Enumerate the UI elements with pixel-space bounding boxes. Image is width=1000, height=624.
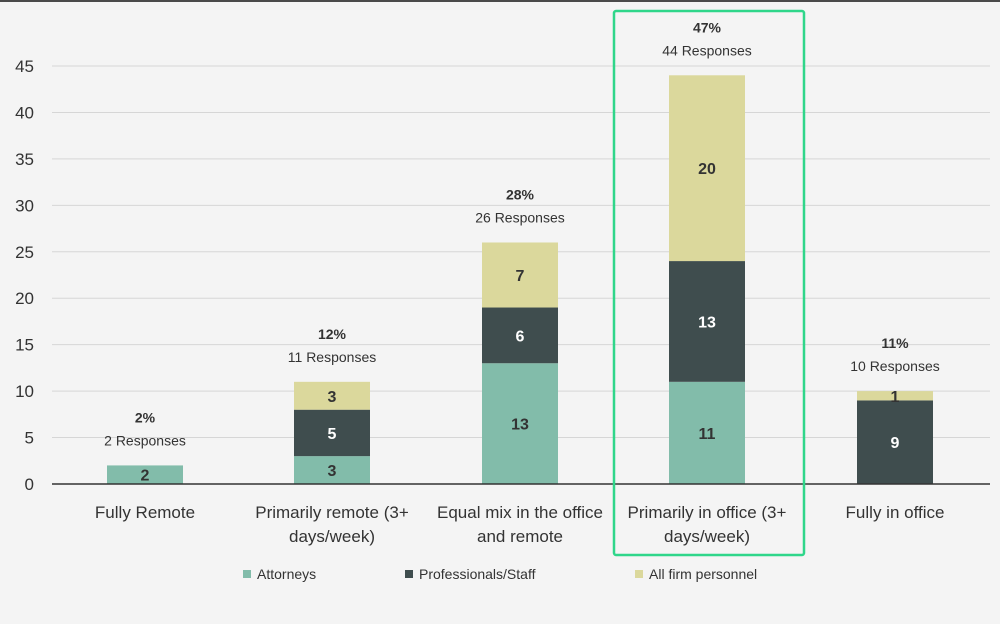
data-label: 7 bbox=[516, 268, 525, 285]
bar-segment bbox=[294, 456, 370, 484]
bar-segment bbox=[669, 261, 745, 382]
total-percent-label: 12% bbox=[318, 326, 347, 342]
x-category-label: and remote bbox=[477, 527, 563, 546]
y-tick-label: 10 bbox=[15, 382, 34, 401]
total-percent-label: 47% bbox=[693, 19, 722, 35]
y-tick-label: 40 bbox=[15, 103, 34, 122]
bar-segment bbox=[482, 307, 558, 364]
bar-segment bbox=[669, 75, 745, 262]
legend-item-attorneys: Attorneys bbox=[243, 566, 316, 582]
total-percent-label: 2% bbox=[135, 409, 156, 425]
y-tick-label: 5 bbox=[25, 429, 34, 448]
x-category-label: Equal mix in the office bbox=[437, 503, 603, 522]
legend-item-all-firm-personnel: All firm personnel bbox=[635, 566, 757, 582]
bar-segment bbox=[107, 465, 183, 484]
bar-segment bbox=[857, 391, 933, 401]
data-label: 1 bbox=[891, 389, 900, 406]
data-label: 3 bbox=[328, 389, 337, 406]
y-tick-label: 45 bbox=[15, 57, 34, 76]
legend-swatch-attorneys bbox=[243, 570, 251, 578]
bar-segment bbox=[857, 400, 933, 484]
total-responses-label: 26 Responses bbox=[475, 209, 565, 225]
y-tick-label: 0 bbox=[25, 475, 34, 494]
x-category-label: Primarily in office (3+ bbox=[628, 503, 787, 522]
total-responses-label: 2 Responses bbox=[104, 432, 186, 448]
x-category-label: Primarily remote (3+ bbox=[255, 503, 409, 522]
legend: Attorneys Professionals/Staff All firm p… bbox=[0, 566, 1000, 588]
y-tick-label: 25 bbox=[15, 243, 34, 262]
highlight-box bbox=[612, 9, 806, 557]
data-label: 13 bbox=[698, 314, 716, 331]
data-label: 3 bbox=[328, 463, 337, 480]
x-category-label: days/week) bbox=[664, 527, 750, 546]
bar-segment bbox=[482, 242, 558, 308]
data-label: 6 bbox=[516, 328, 525, 345]
bar-segment bbox=[669, 381, 745, 484]
x-category-label: Fully Remote bbox=[95, 503, 195, 522]
legend-label-all-firm-personnel: All firm personnel bbox=[649, 566, 758, 582]
y-tick-label: 20 bbox=[15, 289, 34, 308]
x-category-label: days/week) bbox=[289, 527, 375, 546]
data-label: 2 bbox=[141, 468, 150, 485]
bar-segment bbox=[294, 381, 370, 410]
data-label: 5 bbox=[328, 426, 337, 443]
legend-item-professionals-staff: Professionals/Staff bbox=[405, 566, 535, 582]
total-responses-label: 44 Responses bbox=[662, 42, 752, 58]
y-tick-label: 30 bbox=[15, 196, 34, 215]
total-responses-label: 11 Responses bbox=[288, 349, 376, 365]
total-percent-label: 28% bbox=[506, 186, 535, 202]
bar-segment bbox=[294, 409, 370, 457]
total-percent-label: 11% bbox=[881, 335, 909, 351]
data-label: 9 bbox=[891, 435, 900, 452]
legend-swatch-all-firm-personnel bbox=[635, 570, 643, 578]
legend-label-attorneys: Attorneys bbox=[257, 566, 317, 582]
y-tick-label: 15 bbox=[15, 336, 34, 355]
x-category-label: Fully in office bbox=[846, 503, 945, 522]
data-label: 20 bbox=[698, 161, 716, 178]
legend-swatch-professionals-staff bbox=[405, 570, 413, 578]
top-rule bbox=[0, 0, 1000, 2]
y-tick-label: 35 bbox=[15, 150, 34, 169]
data-label: 13 bbox=[511, 417, 529, 434]
legend-label-professionals-staff: Professionals/Staff bbox=[419, 566, 536, 582]
bar-segment bbox=[482, 363, 558, 484]
total-responses-label: 10 Responses bbox=[850, 358, 940, 374]
data-label: 11 bbox=[699, 426, 716, 443]
